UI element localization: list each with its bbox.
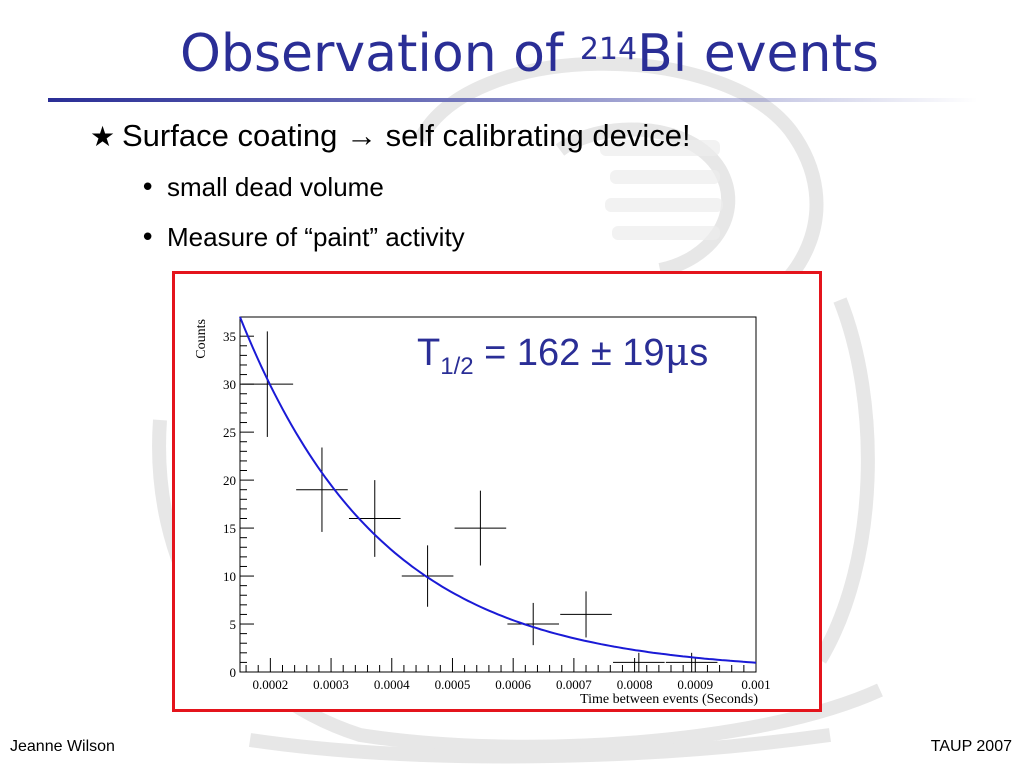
sub-bullet-text: small dead volume [167,172,384,202]
annotation-s: s [689,332,708,374]
y-tick-label: 35 [223,329,236,344]
sub-bullet: • small dead volume [140,172,384,203]
title-main: Observation of [180,24,580,84]
data-point [241,331,294,437]
footer-author: Jeanne Wilson [10,738,115,755]
plot-area [239,316,757,673]
data-point [348,480,401,557]
data-point [454,490,507,566]
title-end: Bi events [637,24,879,84]
y-tick-label: 25 [223,425,236,440]
half-life-annotation: T1/2 = 162 ± 19μs [417,330,708,380]
y-tick-label: 10 [223,569,236,584]
y-axis-label: Counts [194,319,209,359]
annotation-value: = 162 ± 19 [474,332,665,374]
y-tick-label: 0 [230,665,237,680]
bullet-dot-icon: • [140,223,156,253]
fit-curve [239,316,757,664]
bullet-main-text: Surface coating → self calibrating devic… [122,118,691,153]
y-tick-label: 15 [223,521,236,536]
star-icon: ★ [90,120,116,153]
x-axis-label: Time between events (Seconds) [580,692,758,707]
x-tick-label: 0.0004 [374,677,410,692]
data-point [296,447,348,532]
sub-bullet: • Measure of “paint” activity [140,222,465,253]
x-tick-label: 0.0007 [556,677,592,692]
slide-title: Observation of 214Bi events [180,22,879,86]
sub-bullet-text: Measure of “paint” activity [167,222,465,252]
x-tick-label: 0.0008 [617,677,653,692]
x-tick-label: 0.0003 [313,677,349,692]
bullet-dot-icon: • [140,173,156,203]
data-point [665,652,718,672]
x-tick-label: 0.0006 [495,677,531,692]
annotation-t: T [417,332,440,374]
bullet-main: ★ Surface coating → self calibrating devi… [90,118,691,154]
annotation-mu: μ [665,330,690,374]
x-tick-label: 0.0002 [252,677,288,692]
title-superscript: 214 [579,32,638,67]
data-point [560,591,612,638]
data-point [507,602,560,646]
data-point [401,545,454,607]
annotation-sub: 1/2 [440,353,473,380]
y-tick-label: 5 [230,617,237,632]
x-tick-label: 0.0005 [435,677,471,692]
decay-time-chart: 0 5 10 15 20 25 30 35 0.0002 0.0003 0.0004 0.0005 0… [194,316,771,707]
y-tick-label: 30 [223,377,236,392]
x-tick-label: 0.001 [741,677,770,692]
y-tick-label: 20 [223,473,236,488]
title-underline [48,98,978,102]
data-point [613,652,665,672]
footer-conference: TAUP 2007 [930,738,1012,755]
x-tick-label: 0.0009 [677,677,713,692]
